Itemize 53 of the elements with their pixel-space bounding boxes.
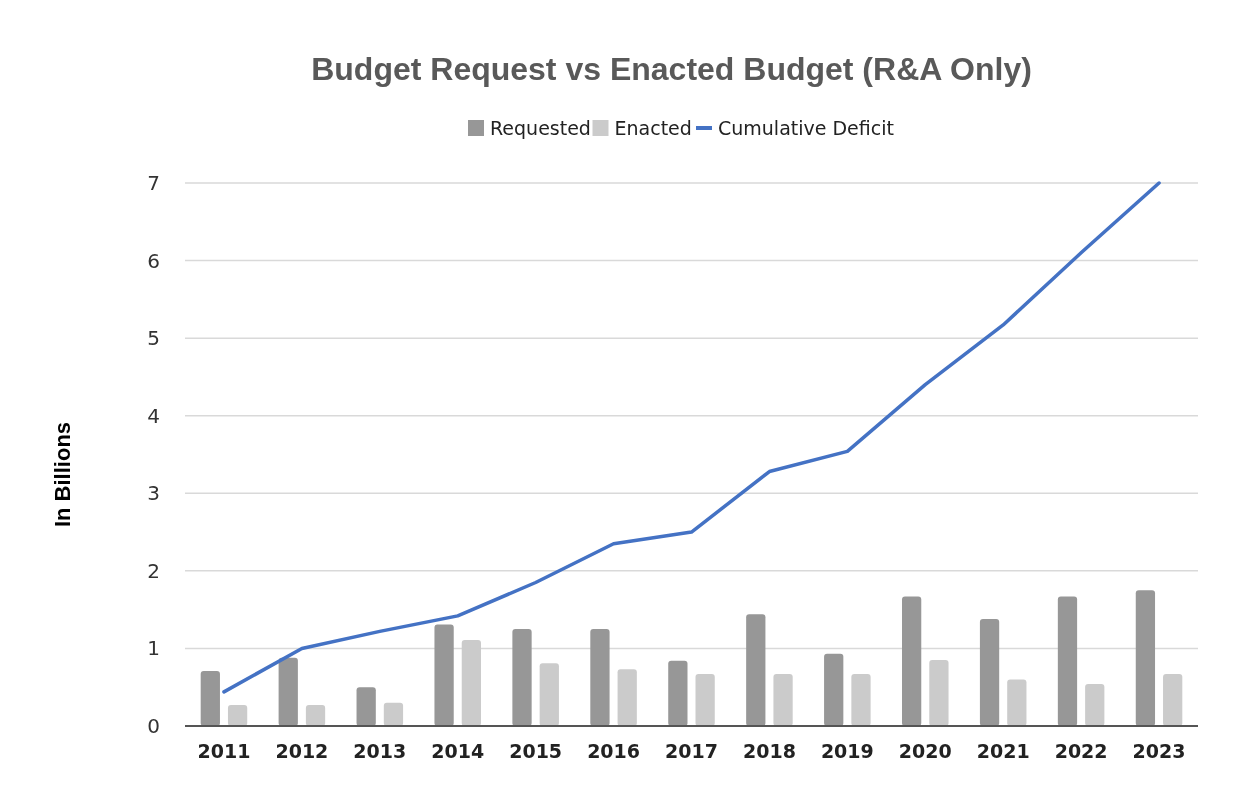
bar (1163, 674, 1183, 726)
y-axis-title: In Billions (50, 421, 75, 528)
bar (305, 705, 326, 726)
bar (851, 674, 871, 726)
y-tick-label: 3 (147, 481, 160, 506)
bar (1007, 679, 1027, 726)
bar (539, 663, 559, 726)
bar (902, 596, 922, 726)
legend-label: Cumulative Deficit (718, 117, 894, 139)
bar (434, 624, 454, 726)
x-tick-label: 2021 (976, 740, 1030, 762)
x-tick-label: 2022 (1054, 740, 1108, 762)
legend-label: Requested (490, 117, 591, 139)
y-tick-label: 0 (147, 714, 160, 738)
bar (356, 687, 376, 726)
y-tick-label: 4 (147, 403, 160, 428)
bar (200, 670, 220, 726)
y-tick-label: 6 (147, 248, 160, 273)
bar (824, 653, 844, 726)
x-tick-label: 2019 (820, 740, 874, 762)
bar (929, 660, 949, 726)
x-tick-label: 2016 (587, 740, 641, 762)
legend-label: Enacted (614, 117, 692, 139)
y-tick-label: 5 (147, 326, 160, 351)
bar (383, 702, 404, 726)
bar (668, 660, 688, 726)
x-tick-label: 2018 (742, 740, 796, 762)
bar (512, 629, 532, 726)
x-tick-label: 2017 (665, 740, 718, 762)
x-tick-label: 2011 (197, 740, 251, 762)
bar (1135, 590, 1156, 726)
x-tick-label: 2015 (509, 740, 563, 762)
bar (278, 657, 298, 726)
y-tick-label: 7 (147, 171, 160, 195)
bar (1057, 596, 1078, 726)
bar (617, 669, 637, 726)
bar (227, 705, 248, 726)
bar (746, 614, 766, 726)
bar (773, 674, 793, 726)
x-tick-label: 2012 (275, 740, 329, 762)
bar (590, 629, 610, 726)
x-tick-label: 2023 (1132, 740, 1186, 762)
y-tick-label: 1 (147, 636, 160, 661)
line-series (222, 181, 1161, 694)
x-tick-label: 2013 (353, 740, 407, 762)
bar (1085, 684, 1105, 726)
x-tick-label: 2014 (431, 740, 485, 762)
bar (695, 674, 715, 726)
y-tick-label: 2 (147, 558, 160, 583)
x-tick-label: 2020 (898, 740, 952, 762)
bar (461, 639, 481, 726)
bar (979, 618, 1000, 726)
chart-title: Budget Request vs Enacted Budget (R&A Only) (311, 51, 1032, 87)
